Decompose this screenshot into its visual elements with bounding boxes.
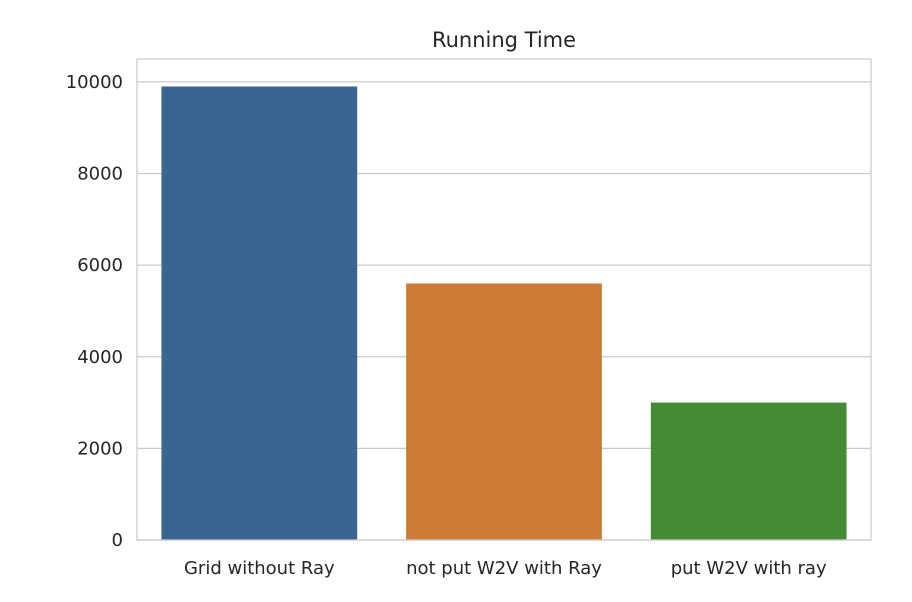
- y-tick-label: 10000: [66, 72, 123, 93]
- y-tick-label: 0: [112, 530, 123, 551]
- y-tick-label: 8000: [77, 164, 123, 185]
- y-tick-label: 2000: [77, 438, 123, 459]
- x-tick-label: not put W2V with Ray: [406, 558, 602, 579]
- y-tick-label: 4000: [77, 347, 123, 368]
- bar-3: [651, 403, 847, 540]
- chart-title: Running Time: [432, 28, 576, 52]
- x-axis-tick-labels: Grid without Ray not put W2V with Ray put …: [184, 558, 827, 579]
- y-tick-label: 6000: [77, 255, 123, 276]
- x-tick-label: Grid without Ray: [184, 558, 335, 579]
- x-tick-label: put W2V with ray: [671, 558, 827, 579]
- bar-2: [406, 283, 602, 540]
- bar-1: [161, 86, 357, 540]
